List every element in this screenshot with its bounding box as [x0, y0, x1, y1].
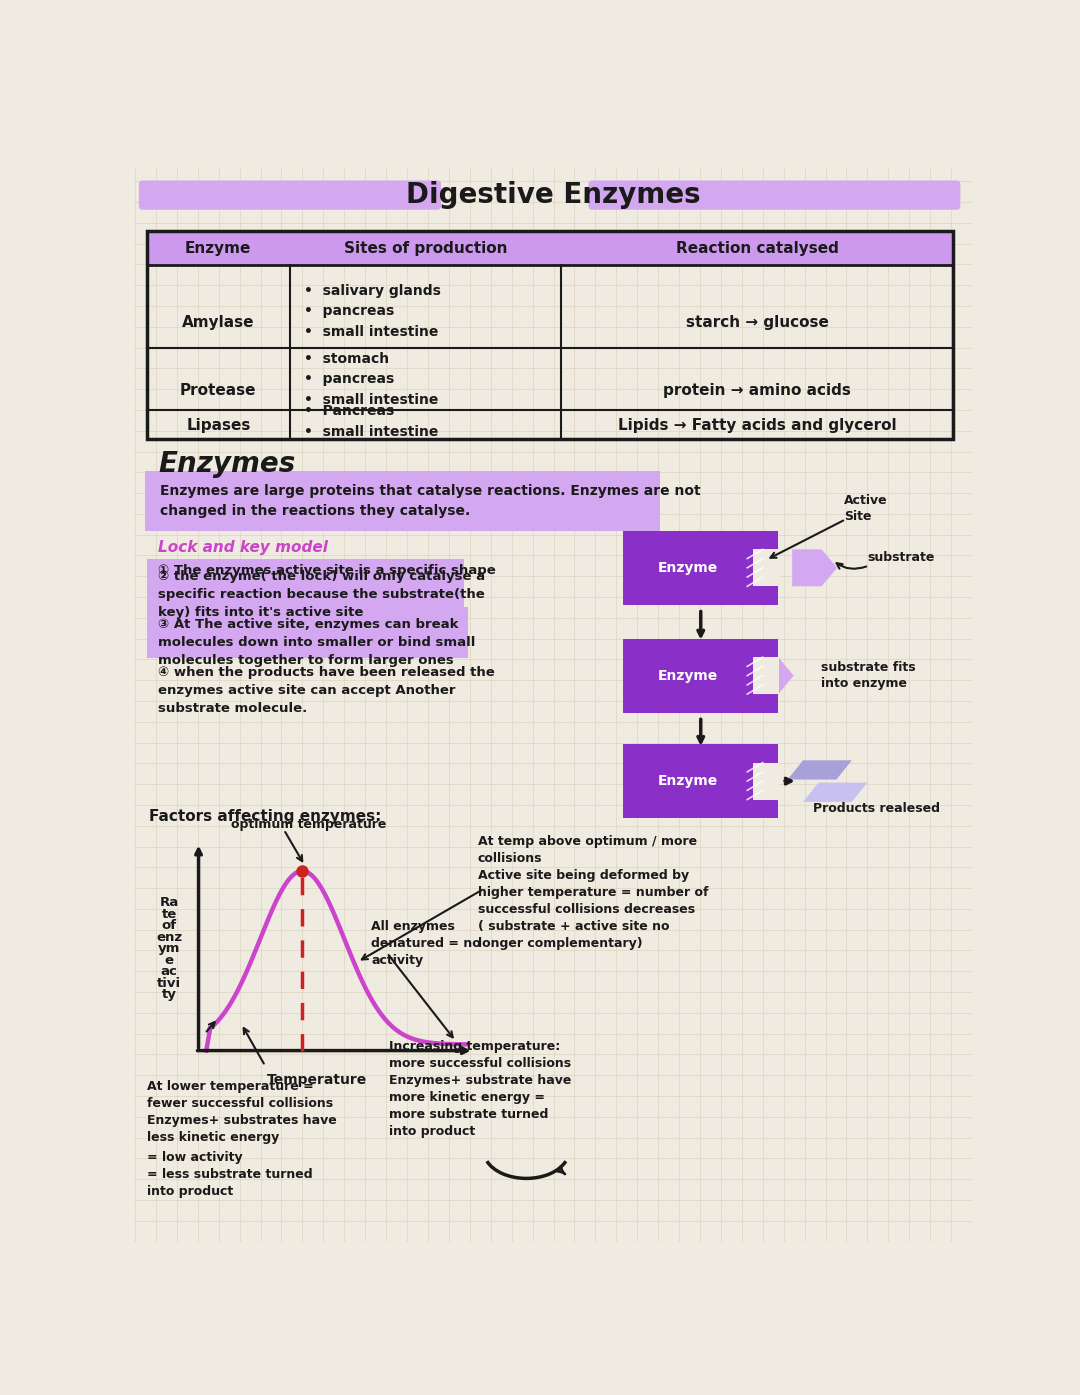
Bar	[147, 232, 953, 265]
Text: Sites of production: Sites of production	[343, 241, 508, 255]
FancyBboxPatch shape	[589, 180, 960, 209]
FancyBboxPatch shape	[147, 559, 464, 610]
Text: At temp above optimum / more
collisions
Active site being deformed by
higher tem: At temp above optimum / more collisions …	[477, 836, 708, 950]
Text: Products realesed: Products realesed	[813, 802, 940, 815]
FancyBboxPatch shape	[147, 607, 469, 658]
Text: Lipids → Fatty acids and glycerol: Lipids → Fatty acids and glycerol	[618, 418, 896, 432]
Bar	[754, 763, 779, 799]
Text: substrate fits
into enzyme: substrate fits into enzyme	[821, 661, 916, 691]
Polygon shape	[754, 657, 794, 695]
Text: Lipases: Lipases	[186, 418, 251, 432]
Text: •  Pancreas
•  small intestine: • Pancreas • small intestine	[303, 405, 438, 439]
Polygon shape	[804, 783, 867, 802]
Bar	[754, 550, 779, 586]
Text: protein → amino acids: protein → amino acids	[663, 384, 851, 398]
Polygon shape	[787, 760, 852, 780]
Text: ④ when the products have been released the
enzymes active site can accept Anothe: ④ when the products have been released t…	[159, 665, 495, 714]
Text: Enzyme: Enzyme	[658, 561, 718, 575]
Text: Factors affecting enzymes:: Factors affecting enzymes:	[149, 809, 381, 824]
Text: = low activity
= less substrate turned
into product: = low activity = less substrate turned i…	[147, 1151, 312, 1198]
Text: Lock and key model: Lock and key model	[159, 540, 328, 554]
Text: Enzyme: Enzyme	[658, 668, 718, 682]
Text: Enzyme: Enzyme	[658, 774, 718, 788]
Text: Enzyme: Enzyme	[185, 241, 252, 255]
Text: optimum temperature: optimum temperature	[231, 819, 387, 831]
Bar	[623, 639, 779, 713]
Text: ③ At The active site, enzymes can break
molecules down into smaller or bind smal: ③ At The active site, enzymes can break …	[159, 618, 475, 667]
Text: Protease: Protease	[180, 384, 257, 398]
Text: Increasing temperature:
more successful collisions
Enzymes+ substrate have
more : Increasing temperature: more successful …	[389, 1039, 571, 1138]
Text: Temperature: Temperature	[267, 1073, 367, 1087]
Text: Amylase: Amylase	[183, 315, 255, 331]
Text: Enzymes are large proteins that catalyse reactions. Enzymes are not
changed in t: Enzymes are large proteins that catalyse…	[160, 484, 701, 518]
Polygon shape	[793, 550, 837, 586]
Bar	[623, 531, 779, 605]
Text: Active
Site: Active Site	[845, 494, 888, 523]
Text: •  stomach
•  pancreas
•  small intestine: • stomach • pancreas • small intestine	[303, 352, 438, 407]
Text: At lower temperature =
fewer successful collisions
Enzymes+ substrates have
less: At lower temperature = fewer successful …	[147, 1080, 336, 1144]
Text: •  salivary glands
•  pancreas
•  small intestine: • salivary glands • pancreas • small int…	[303, 283, 441, 339]
Bar	[754, 657, 779, 695]
Bar	[623, 744, 779, 817]
Text: Enzymes: Enzymes	[159, 449, 296, 478]
Text: Ra
te
of
enz
ym
e
ac
tivi
ty: Ra te of enz ym e ac tivi ty	[156, 896, 183, 1002]
Text: substrate: substrate	[867, 551, 935, 565]
Text: All enzymes
denatured = no
activity: All enzymes denatured = no activity	[372, 919, 481, 967]
Text: ① The enzymes active site is a specific shape: ① The enzymes active site is a specific …	[159, 564, 496, 578]
Bar	[147, 232, 953, 439]
Text: Reaction catalysed: Reaction catalysed	[675, 241, 838, 255]
Text: starch → glucose: starch → glucose	[686, 315, 828, 331]
FancyBboxPatch shape	[139, 180, 441, 209]
FancyBboxPatch shape	[145, 470, 661, 531]
Text: ② the enzyme( the lock) will only catalyse a
specific reaction because the subst: ② the enzyme( the lock) will only cataly…	[159, 571, 485, 619]
Text: Digestive Enzymes: Digestive Enzymes	[406, 181, 701, 209]
